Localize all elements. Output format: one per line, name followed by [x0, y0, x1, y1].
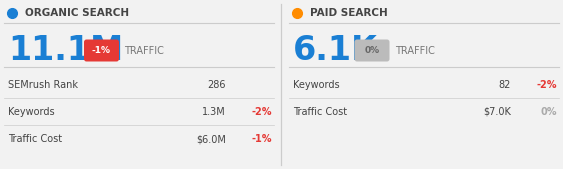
- Text: 11.1M: 11.1M: [8, 34, 123, 67]
- FancyBboxPatch shape: [84, 40, 119, 62]
- Text: 0%: 0%: [540, 107, 557, 117]
- Text: 0%: 0%: [364, 46, 379, 55]
- Text: 6.1K: 6.1K: [293, 34, 378, 67]
- Text: PAID SEARCH: PAID SEARCH: [310, 8, 388, 18]
- Text: -1%: -1%: [92, 46, 111, 55]
- Text: $6.0M: $6.0M: [196, 134, 226, 144]
- Text: $7.0K: $7.0K: [483, 107, 511, 117]
- Text: Traffic Cost: Traffic Cost: [8, 134, 62, 144]
- Text: SEMrush Rank: SEMrush Rank: [8, 80, 78, 90]
- Text: TRAFFIC: TRAFFIC: [124, 46, 164, 56]
- Text: 1.3M: 1.3M: [202, 107, 226, 117]
- Text: 286: 286: [208, 80, 226, 90]
- Text: ORGANIC SEARCH: ORGANIC SEARCH: [25, 8, 129, 18]
- Text: Keywords: Keywords: [8, 107, 55, 117]
- Text: -2%: -2%: [537, 80, 557, 90]
- Text: Traffic Cost: Traffic Cost: [293, 107, 347, 117]
- FancyBboxPatch shape: [355, 40, 390, 62]
- Text: TRAFFIC: TRAFFIC: [395, 46, 435, 56]
- Text: -1%: -1%: [252, 134, 272, 144]
- Text: Keywords: Keywords: [293, 80, 339, 90]
- Text: -2%: -2%: [252, 107, 272, 117]
- Text: 82: 82: [499, 80, 511, 90]
